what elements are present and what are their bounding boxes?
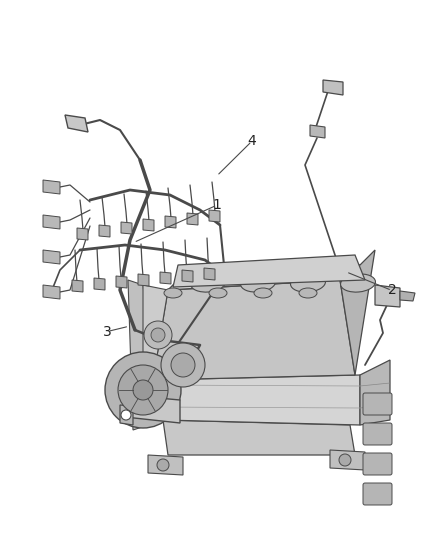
Ellipse shape [341, 274, 375, 292]
Polygon shape [160, 272, 171, 284]
Circle shape [133, 380, 153, 400]
Circle shape [121, 410, 131, 420]
Polygon shape [323, 80, 343, 95]
Polygon shape [43, 250, 60, 264]
Polygon shape [330, 450, 365, 470]
Text: 3: 3 [103, 325, 112, 338]
Polygon shape [173, 255, 365, 287]
Polygon shape [400, 291, 415, 301]
Circle shape [171, 353, 195, 377]
Polygon shape [163, 420, 355, 455]
Polygon shape [143, 285, 168, 385]
Text: 2: 2 [388, 284, 396, 297]
Polygon shape [99, 225, 110, 237]
Polygon shape [43, 285, 60, 299]
Ellipse shape [164, 288, 182, 298]
Polygon shape [128, 280, 163, 430]
Polygon shape [168, 265, 360, 290]
Polygon shape [72, 280, 83, 292]
Ellipse shape [290, 274, 325, 292]
Circle shape [144, 321, 172, 349]
Circle shape [151, 328, 165, 342]
Polygon shape [153, 375, 360, 425]
Polygon shape [187, 213, 198, 225]
Ellipse shape [209, 288, 227, 298]
Circle shape [161, 343, 205, 387]
Polygon shape [209, 210, 220, 222]
Polygon shape [65, 115, 88, 132]
Polygon shape [116, 276, 127, 288]
Polygon shape [120, 405, 133, 425]
Circle shape [105, 352, 181, 428]
Circle shape [339, 454, 351, 466]
Polygon shape [310, 125, 325, 138]
Circle shape [157, 459, 169, 471]
Ellipse shape [240, 274, 276, 292]
FancyBboxPatch shape [363, 393, 392, 415]
Polygon shape [43, 215, 60, 229]
Polygon shape [375, 285, 400, 307]
Ellipse shape [254, 288, 272, 298]
Polygon shape [125, 395, 180, 423]
FancyBboxPatch shape [363, 423, 392, 445]
Polygon shape [148, 455, 183, 475]
Circle shape [118, 365, 168, 415]
Polygon shape [121, 222, 132, 234]
Polygon shape [204, 268, 215, 280]
Polygon shape [182, 270, 193, 282]
Polygon shape [43, 180, 60, 194]
Polygon shape [77, 228, 88, 240]
Polygon shape [340, 250, 375, 375]
Polygon shape [138, 274, 149, 286]
Polygon shape [94, 278, 105, 290]
Text: 4: 4 [247, 134, 256, 148]
Ellipse shape [191, 274, 226, 292]
Polygon shape [143, 219, 154, 231]
Polygon shape [360, 360, 390, 425]
Text: 1: 1 [212, 198, 221, 212]
Ellipse shape [299, 288, 317, 298]
Polygon shape [165, 216, 176, 228]
FancyBboxPatch shape [363, 453, 392, 475]
FancyBboxPatch shape [363, 483, 392, 505]
Polygon shape [153, 280, 355, 380]
